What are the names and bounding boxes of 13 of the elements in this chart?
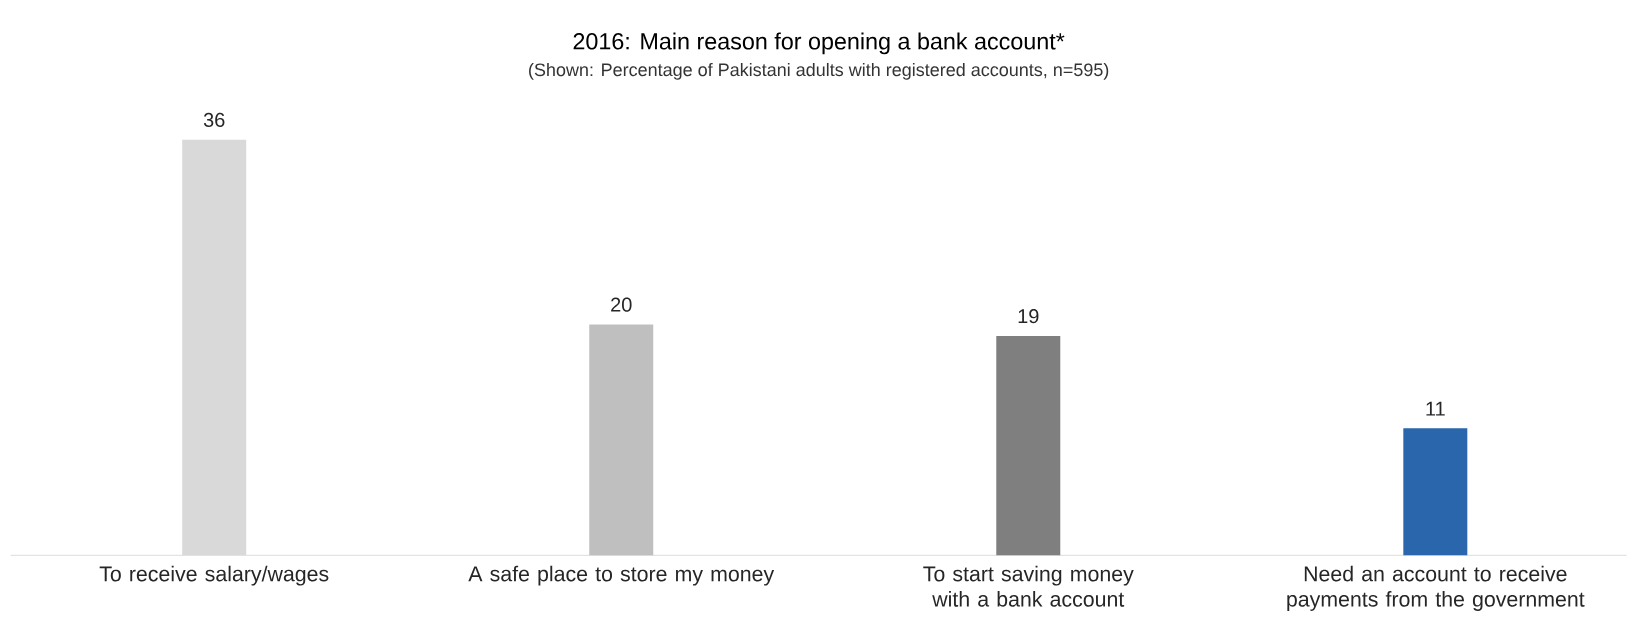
x-tick-label: To receive salary/wages [99,565,329,586]
bar [996,335,1061,556]
bar [182,139,247,556]
data-label: 20 [611,297,632,312]
data-label: 36 [203,112,225,127]
x-tick-label: A safe place to store my money [468,565,775,586]
x-tick-label: Need an account to receive payments from the government [1287,565,1585,611]
data-label: 19 [1018,309,1039,324]
chart-subtitle: (Shown: Percentage of Pakistani adults with registered accounts, n=595) [529,62,1109,80]
data-label: 11 [1426,401,1445,416]
chart-title: 2016: Main reason for opening a bank account* [573,32,1065,55]
x-tick-label: To start saving money with a bank account [923,565,1134,607]
bar [1403,428,1468,556]
